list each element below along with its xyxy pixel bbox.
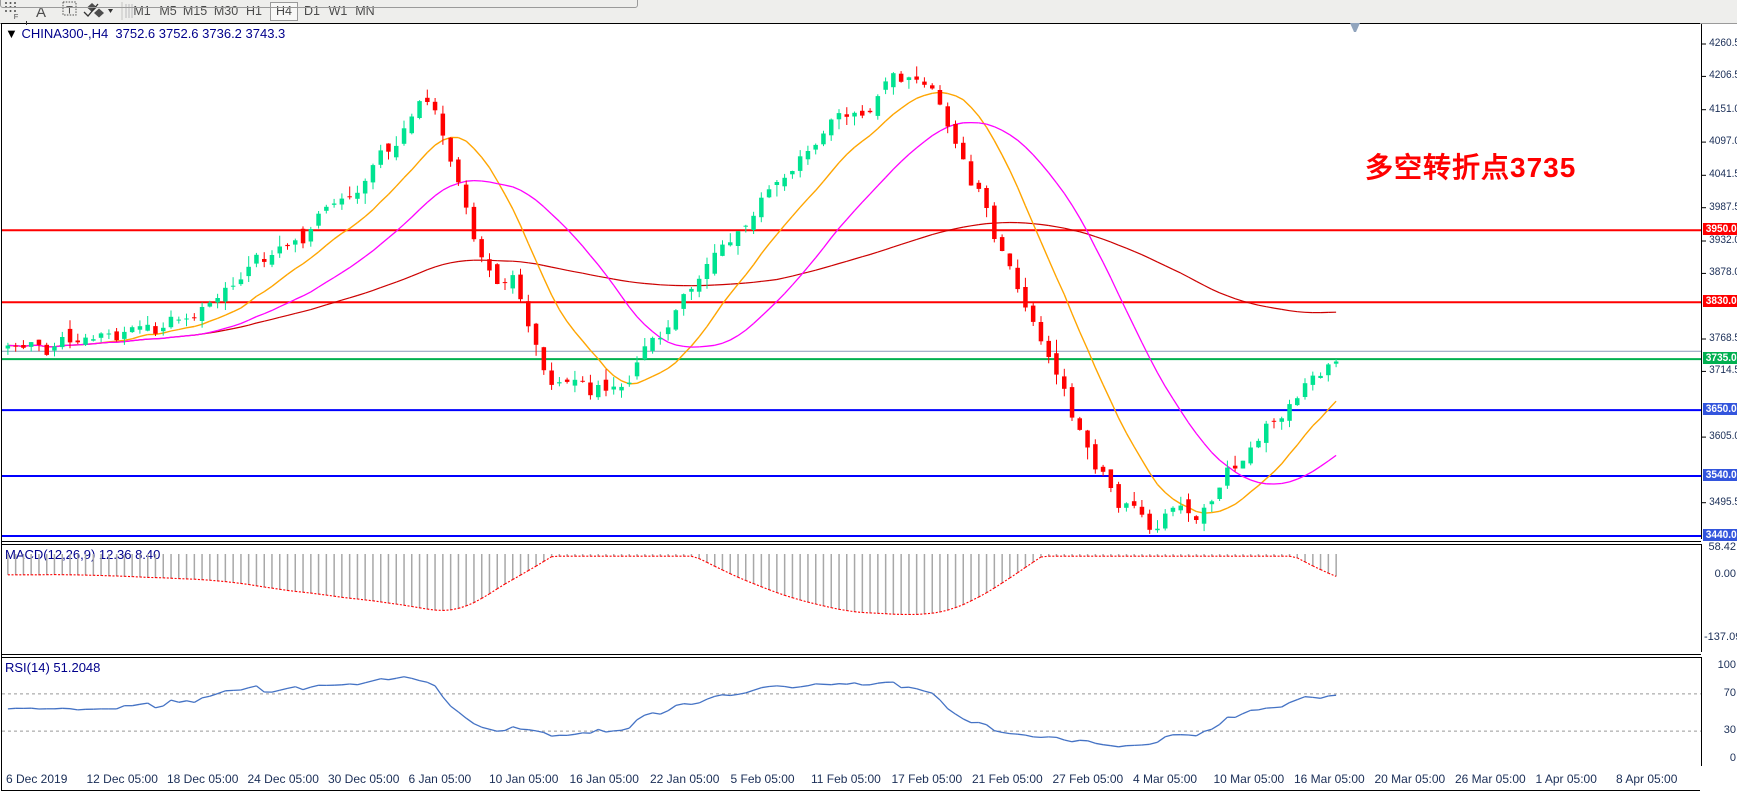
svg-text:F: F — [14, 12, 19, 21]
